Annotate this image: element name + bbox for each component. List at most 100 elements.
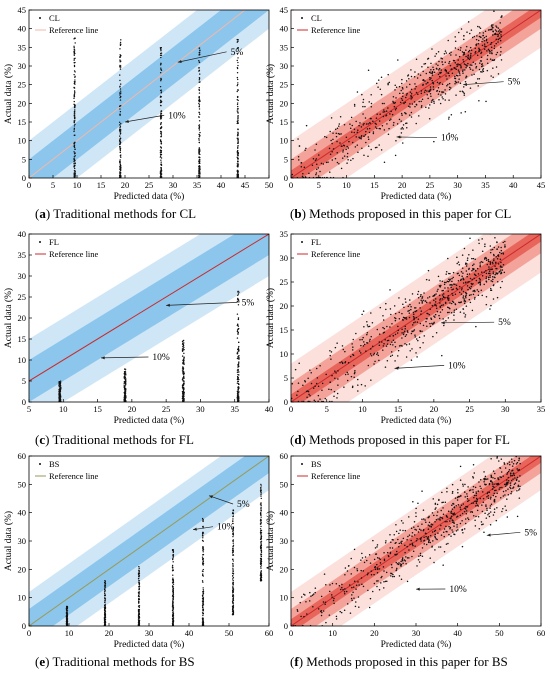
caption-paren-open: ( <box>290 432 294 447</box>
scatter-point <box>473 73 475 76</box>
scatter-point <box>457 75 459 77</box>
scatter-point <box>366 342 369 344</box>
scatter-point <box>464 316 466 318</box>
scatter-point <box>119 83 122 85</box>
scatter-point <box>470 282 473 285</box>
scatter-point <box>231 575 234 577</box>
scatter-point <box>495 66 498 68</box>
scatter-point <box>471 264 474 267</box>
scatter-point <box>198 129 201 131</box>
scatter-point <box>370 148 372 151</box>
scatter-point <box>401 95 404 98</box>
scatter-point <box>487 513 489 516</box>
scatter-point <box>352 586 355 588</box>
scatter-point <box>237 341 240 344</box>
panel-caption: (b) Methods proposed in this paper for C… <box>290 206 511 221</box>
scatter-point <box>160 63 162 65</box>
scatter-point <box>160 164 163 167</box>
scatter-point <box>232 570 234 572</box>
scatter-point <box>377 568 379 571</box>
scatter-point <box>396 123 399 125</box>
scatter-point <box>431 531 434 533</box>
scatter-point <box>407 310 409 312</box>
scatter-point <box>469 237 471 239</box>
scatter-point <box>339 588 342 591</box>
scatter-point <box>401 312 403 315</box>
scatter-point <box>120 156 122 158</box>
scatter-point <box>339 116 342 118</box>
scatter-point <box>394 333 397 336</box>
scatter-point <box>119 43 122 45</box>
scatter-point <box>119 159 121 161</box>
scatter-point <box>73 129 75 131</box>
scatter-point <box>470 29 473 31</box>
y-tick-label: 15 <box>18 334 27 344</box>
scatter-point <box>237 89 240 91</box>
scatter-point <box>182 398 185 401</box>
scatter-point <box>425 521 427 523</box>
y-tick-label: 10 <box>18 593 27 603</box>
scatter-point <box>434 536 437 539</box>
scatter-point <box>477 290 480 293</box>
scatter-point <box>444 93 447 95</box>
scatter-point <box>73 161 75 163</box>
scatter-point <box>486 41 489 44</box>
scatter-point <box>232 532 234 534</box>
scatter-point <box>346 156 349 158</box>
scatter-point <box>467 500 469 503</box>
scatter-point <box>458 291 461 294</box>
scatter-point <box>430 95 432 97</box>
scatter-point <box>425 83 427 85</box>
scatter-point <box>486 492 489 495</box>
scatter-point <box>104 586 106 588</box>
scatter-point <box>390 110 392 113</box>
scatter-point <box>416 321 419 323</box>
y-tick-label: 40 <box>18 508 27 518</box>
scatter-point <box>439 306 442 308</box>
scatter-point <box>259 530 262 532</box>
scatter-point <box>232 560 235 562</box>
scatter-point <box>422 324 425 327</box>
scatter-point <box>353 372 356 375</box>
scatter-point <box>496 456 499 458</box>
scatter-point <box>202 589 205 591</box>
scatter-point <box>335 372 337 374</box>
scatter-point <box>490 475 493 478</box>
scatter-point <box>119 149 122 152</box>
scatter-point <box>198 158 201 161</box>
scatter-point <box>236 300 239 303</box>
scatter-point <box>428 296 431 298</box>
scatter-point <box>422 518 425 520</box>
scatter-point <box>405 562 407 565</box>
scatter-point <box>237 173 239 176</box>
scatter-point <box>458 70 460 73</box>
scatter-point <box>198 111 200 114</box>
scatter-point <box>198 89 201 92</box>
scatter-point <box>387 83 389 86</box>
caption-letter: b <box>294 206 301 221</box>
reference-line <box>29 234 269 382</box>
scatter-point <box>199 174 201 176</box>
scatter-point <box>314 159 317 162</box>
scatter-point <box>398 345 401 347</box>
scatter-point <box>453 506 455 509</box>
scatter-point <box>355 332 357 335</box>
scatter-point <box>303 593 305 596</box>
scatter-point <box>472 293 475 296</box>
scatter-point <box>181 343 184 345</box>
scatter-point <box>335 615 338 618</box>
scatter-point <box>237 82 239 84</box>
scatter-point <box>232 515 235 517</box>
legend-label-series: FL <box>311 237 321 247</box>
scatter-point <box>336 151 339 154</box>
scatter-point <box>400 541 402 543</box>
scatter-point <box>449 528 451 530</box>
scatter-point <box>353 597 355 599</box>
scatter-point <box>419 322 422 325</box>
scatter-point <box>493 486 495 488</box>
scatter-point <box>201 617 204 620</box>
scatter-point <box>512 487 514 489</box>
scatter-point <box>236 47 239 49</box>
scatter-point <box>382 111 384 113</box>
